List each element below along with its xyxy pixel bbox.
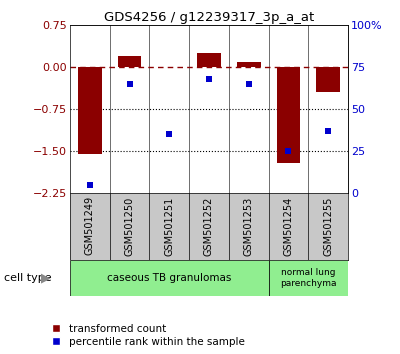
Text: GSM501254: GSM501254 [284, 196, 294, 256]
Bar [237, 62, 261, 67]
Text: caseous TB granulomas: caseous TB granulomas [107, 273, 232, 283]
Bar [197, 53, 221, 67]
Text: normal lung
parenchyma: normal lung parenchyma [280, 268, 336, 287]
Bar [276, 67, 300, 163]
Text: GSM501255: GSM501255 [323, 196, 333, 256]
Title: GDS4256 / g12239317_3p_a_at: GDS4256 / g12239317_3p_a_at [104, 11, 314, 24]
Bar [78, 67, 102, 154]
Text: ▶: ▶ [41, 272, 51, 284]
Text: GSM501249: GSM501249 [85, 196, 95, 256]
Text: cell type: cell type [4, 273, 52, 283]
Text: GSM501252: GSM501252 [204, 196, 214, 256]
Bar [70, 260, 268, 296]
Text: GSM501253: GSM501253 [244, 196, 254, 256]
Bar [268, 260, 348, 296]
Text: GSM501251: GSM501251 [164, 196, 174, 256]
Bar [316, 67, 340, 92]
Bar [118, 56, 142, 67]
Legend: transformed count, percentile rank within the sample: transformed count, percentile rank withi… [45, 324, 245, 347]
Text: GSM501250: GSM501250 [124, 196, 134, 256]
